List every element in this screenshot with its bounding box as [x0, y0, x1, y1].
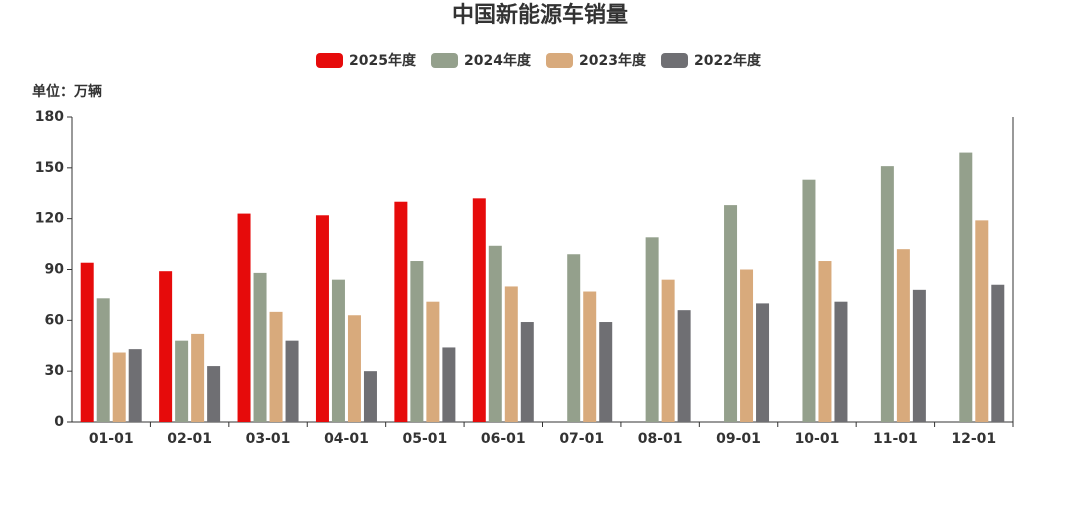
x-tick-label: 09-01: [716, 431, 761, 447]
legend-swatch: [661, 53, 688, 68]
bar: [442, 347, 456, 422]
chart-title: 中国新能源车销量: [452, 2, 628, 28]
bar: [645, 237, 659, 422]
legend-label: 2024年度: [464, 52, 532, 69]
x-tick-label: 08-01: [638, 431, 683, 447]
bar: [599, 322, 613, 422]
bar: [269, 311, 283, 422]
legend-label: 2023年度: [579, 52, 647, 69]
bar: [237, 213, 251, 422]
bar: [991, 284, 1005, 422]
bar: [896, 249, 910, 422]
x-tick-label: 11-01: [873, 431, 918, 447]
legend-swatch: [546, 53, 573, 68]
bar: [207, 366, 221, 422]
bar: [740, 269, 754, 422]
x-tick-label: 12-01: [951, 431, 996, 447]
bar: [520, 322, 534, 422]
x-tick-label: 06-01: [481, 431, 526, 447]
bar: [504, 286, 518, 422]
x-tick-label: 01-01: [89, 431, 134, 447]
y-tick-label: 120: [35, 211, 64, 227]
x-tick-label: 10-01: [795, 431, 840, 447]
bar: [834, 301, 848, 422]
legend-swatch: [316, 53, 343, 68]
bar: [818, 261, 832, 422]
bar: [394, 201, 408, 422]
y-tick-label: 30: [45, 363, 65, 379]
bar: [912, 289, 926, 422]
y-tick-label: 150: [35, 160, 64, 176]
bar: [285, 340, 299, 422]
bar: [975, 220, 989, 422]
y-tick-label: 60: [45, 312, 65, 328]
y-tick-label: 180: [35, 109, 64, 125]
bar: [128, 349, 142, 422]
bar: [112, 352, 126, 422]
y-tick-label: 0: [54, 414, 64, 430]
bar: [488, 245, 502, 422]
legend-label: 2022年度: [694, 52, 762, 69]
bar: [159, 271, 173, 422]
x-tick-label: 02-01: [167, 431, 212, 447]
x-tick-label: 05-01: [402, 431, 447, 447]
bar: [191, 333, 205, 422]
bar: [567, 254, 581, 422]
bar: [331, 279, 345, 422]
legend-swatch: [431, 53, 458, 68]
x-tick-label: 03-01: [246, 431, 291, 447]
bar: [677, 310, 691, 422]
bar: [756, 303, 770, 422]
bar: [315, 215, 329, 422]
bar: [583, 291, 597, 422]
bar: [347, 315, 361, 422]
bar: [363, 371, 377, 422]
x-tick-label: 07-01: [559, 431, 604, 447]
bar: [802, 179, 816, 422]
legend-label: 2025年度: [349, 52, 417, 69]
bar: [880, 166, 894, 422]
bar: [80, 262, 94, 422]
bar: [175, 340, 189, 422]
x-tick-label: 04-01: [324, 431, 369, 447]
bar: [410, 261, 424, 422]
bar: [472, 198, 486, 422]
bar: [253, 272, 267, 422]
y-axis-label: 单位：万辆: [32, 83, 102, 100]
bar: [959, 152, 973, 423]
bar: [724, 205, 738, 422]
bar: [426, 301, 440, 422]
bar: [96, 298, 110, 422]
y-tick-label: 90: [45, 262, 65, 278]
bar: [661, 279, 675, 422]
